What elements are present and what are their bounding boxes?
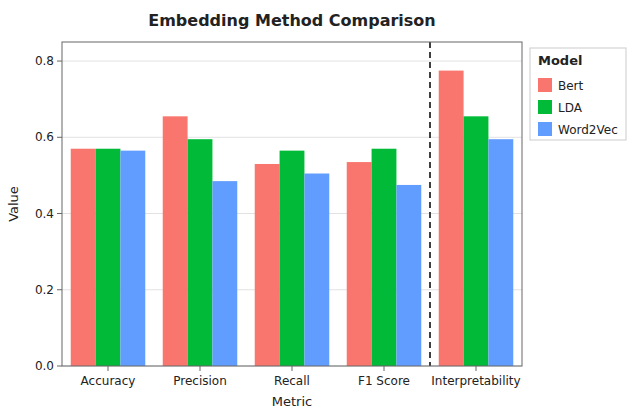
chart-container: 0.0 0.2 0.4 0.6 0.8 Accuracy Precision Recall F1… [0,0,640,418]
bar [255,164,280,366]
y-tick [57,61,62,62]
chart-svg: 0.0 0.2 0.4 0.6 0.8 Accuracy Precision Recall F1… [0,0,640,418]
bar-series [120,139,513,366]
bar [304,174,329,366]
bar [71,149,96,366]
bar [396,185,421,366]
x-axis-label: Metric [272,394,312,409]
legend: Model Bert LDA Word2Vec [530,48,626,140]
grid-line [62,61,522,62]
legend-swatch [538,122,552,136]
bar-series [71,71,464,366]
x-axis: Accuracy Precision Recall F1 Score Interpret… [81,366,521,388]
legend-label: Bert [558,79,584,93]
y-tick [57,366,62,367]
bar [347,162,372,366]
plot-frame [62,42,522,366]
y-grid [62,61,522,366]
x-tick [200,366,201,371]
x-tick-label: F1 Score [358,374,410,388]
legend-box [530,48,626,140]
legend-swatch [538,78,552,92]
bar [120,151,145,366]
y-tick-label: 0.6 [35,130,54,144]
x-tick [108,366,109,371]
legend-swatch [538,100,552,114]
y-tick-label: 0.4 [35,207,54,221]
y-tick-label: 0.2 [35,283,54,297]
y-tick [57,289,62,290]
legend-label: Word2Vec [558,123,618,137]
bar [464,116,489,366]
bar [280,151,305,366]
chart-title: Embedding Method Comparison [148,11,435,30]
bar [96,149,121,366]
y-axis-label: Value [6,186,21,222]
x-tick [292,366,293,371]
bar [212,181,237,366]
y-tick-label: 0.8 [35,54,54,68]
x-tick-label: Precision [173,374,227,388]
bar [488,139,513,366]
bar [188,139,213,366]
x-tick-label: Accuracy [81,374,136,388]
y-tick [57,213,62,214]
x-tick [384,366,385,371]
bar [439,71,464,366]
bars [71,71,514,366]
separator-line [429,42,431,366]
y-tick-label: 0.0 [35,359,54,373]
plot-background [62,42,522,366]
x-tick-label: Interpretability [431,374,520,388]
y-tick [57,137,62,138]
x-tick [476,366,477,371]
bar [163,116,188,366]
legend-title: Model [538,53,582,68]
x-tick-label: Recall [274,374,310,388]
y-axis: 0.0 0.2 0.4 0.6 0.8 [35,54,62,373]
bar [372,149,397,366]
legend-label: LDA [558,101,583,115]
